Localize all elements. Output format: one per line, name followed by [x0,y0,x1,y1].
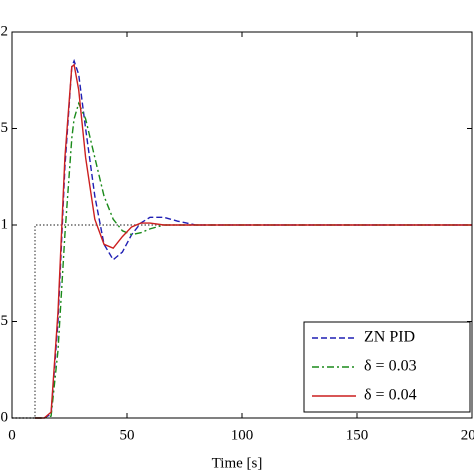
y-tick-label: 1.5 [0,120,8,136]
plot-frame [11,31,473,419]
x-tick-label: 0 [8,427,16,443]
x-tick-label: 200 [461,427,474,443]
y-tick-label: 0.5 [0,313,8,329]
legend-label: δ = 0.04 [364,387,417,404]
y-tick-label: 0 [1,409,9,425]
series-line [35,63,472,419]
x-tick-label: 150 [346,427,369,443]
x-axis-label: Time [s] [212,455,263,471]
x-tick-label: 50 [120,427,135,443]
legend-label: ZN PID [364,329,415,346]
y-tick-label: 2 [1,23,9,39]
x-tick-label: 100 [231,427,254,443]
legend-label: δ = 0.03 [364,358,417,375]
y-tick-label: 1 [1,216,9,232]
